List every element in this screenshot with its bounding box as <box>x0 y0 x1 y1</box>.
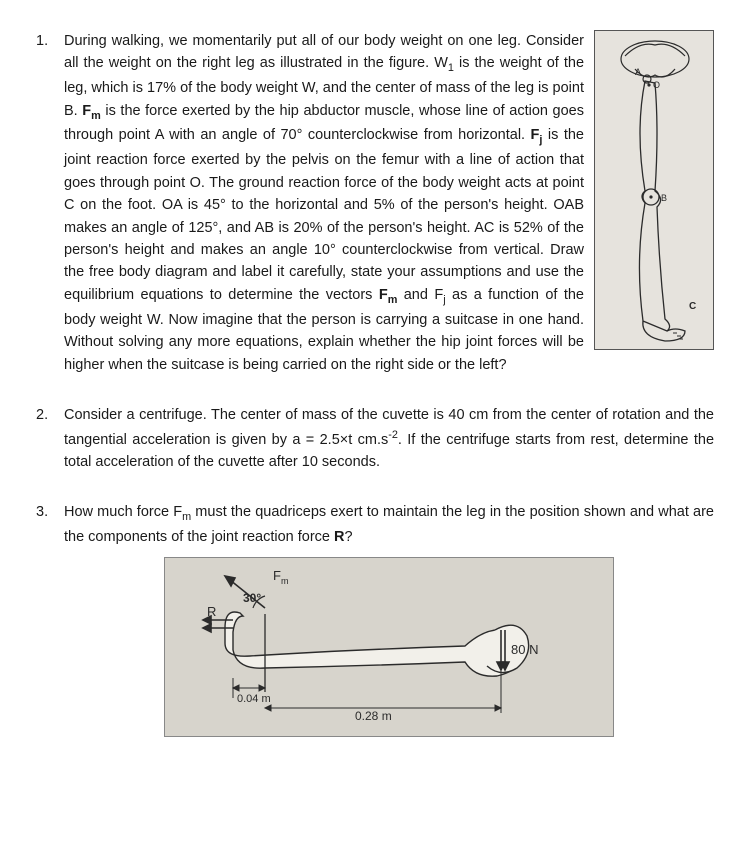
p1-text-d: is the joint reaction force exerted by t… <box>64 127 584 303</box>
label-O: O <box>653 80 660 90</box>
problem-1-body: During walking, we momentarily put all o… <box>64 30 714 376</box>
fig3-force: 80 N <box>511 642 538 657</box>
problem-3-number: 3. <box>36 501 64 736</box>
svg-text:Fm: Fm <box>273 568 288 586</box>
label-A: A <box>635 67 641 77</box>
p3-text-a: How much force F <box>64 504 182 520</box>
p2-sup: -2 <box>388 429 398 441</box>
p1-fm-b: F <box>379 287 388 303</box>
problem-1-text: During walking, we momentarily put all o… <box>64 30 584 376</box>
problem-3-body: How much force Fm must the quadriceps ex… <box>64 501 714 736</box>
fig3-angle: 30° <box>243 591 261 605</box>
problem-2: 2. Consider a centrifuge. The center of … <box>36 404 714 473</box>
p3-text-c: ? <box>345 529 353 545</box>
problem-3: 3. How much force Fm must the quadriceps… <box>36 501 714 736</box>
fig3-dist2: 0.28 m <box>355 709 392 723</box>
fig3-fm-sub: m <box>281 576 289 586</box>
leg-diagram-svg: A O B C <box>595 31 715 351</box>
label-C: C <box>689 301 696 312</box>
problem-1: 1. During walking, we momentarily put al… <box>36 30 714 376</box>
p1-text-c: is the force exerted by the hip abductor… <box>64 103 584 144</box>
fig3-R: R <box>207 604 216 619</box>
quadriceps-diagram-svg: Fm 30° R <box>165 558 615 738</box>
label-B: B <box>661 193 667 203</box>
p1-text-e: and F <box>397 287 443 303</box>
fig3-dist1: 0.04 m <box>237 693 271 705</box>
p1-fm-a-sub: m <box>91 110 101 122</box>
fig3-fm: F <box>273 568 281 583</box>
p1-fm-a: F <box>82 103 91 119</box>
problem-1-figure: A O B C <box>594 30 714 376</box>
problem-2-number: 2. <box>36 404 64 473</box>
problem-2-body: Consider a centrifuge. The center of mas… <box>64 404 714 473</box>
p3-fm-sub: m <box>182 511 191 523</box>
p1-fm-b-sub: m <box>388 294 398 306</box>
problem-1-number: 1. <box>36 30 64 376</box>
problem-3-figure: Fm 30° R <box>164 557 614 737</box>
p3-R: R <box>334 529 344 545</box>
